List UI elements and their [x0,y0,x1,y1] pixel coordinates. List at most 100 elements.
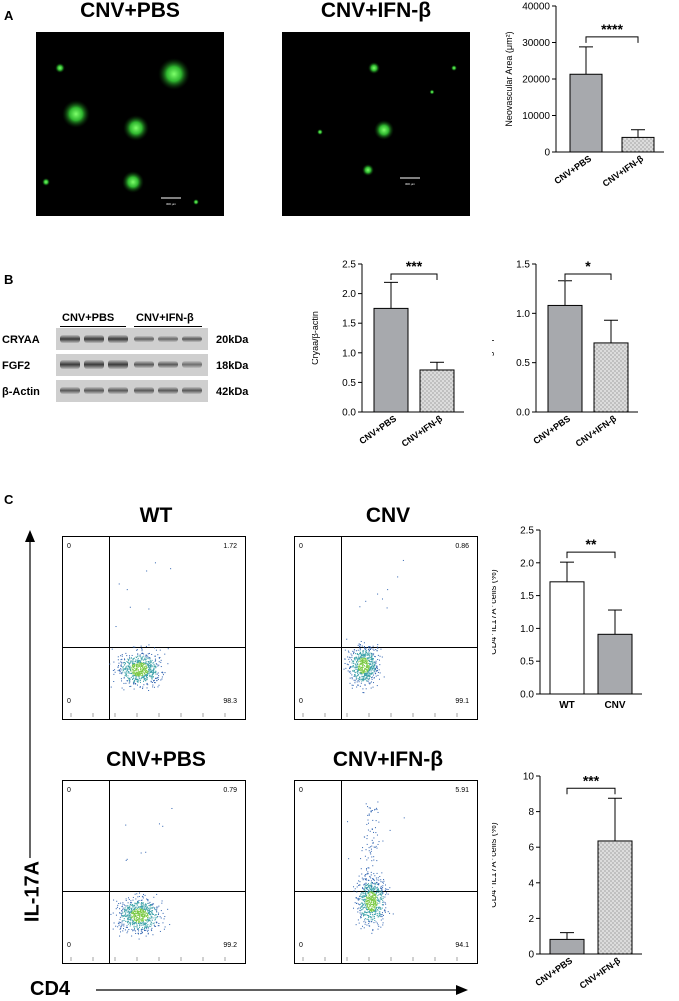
y-tick-label: 30000 [522,38,550,49]
y-tick-label: 0.5 [342,378,356,389]
bar [621,136,655,153]
facs-plot-cnv-ifn: 0 5.91 0 94.1 [294,780,478,964]
chart-cd4-il17a-pbs-ifn: 0 2 4 6 8 10 CD4⁺IL17A⁺cells (%) CNV+PBS CNV+IFN… [492,772,642,991]
y-tick-label: 20000 [522,75,550,86]
micrograph-cnv-ifn-art: 300 μm [317,62,457,186]
y-tick-label: 10 [523,772,535,783]
blot-strip-actin [56,380,208,402]
quad-ll: 0 [67,942,71,949]
chart-cryaa: 0.0 0.5 1.0 1.5 2.0 2.5 Cryaa/β-actin CNV+PBS CN… [312,258,464,449]
scale-bar-label-2: 300 μm [405,182,416,186]
bar [597,840,633,955]
bar [593,342,629,413]
facs-dots-cnv-ifn [302,801,458,961]
quad-ll: 0 [67,698,71,705]
bar [569,73,603,153]
x-tick-label: CNV+IFN-β [601,153,646,189]
panel-a-letter: A [4,8,14,23]
y-tick-label: 0.0 [516,408,530,419]
y-tick-label: 2.5 [342,260,356,271]
y-tick-label: 0.5 [520,657,534,668]
significance-bracket [585,36,639,43]
y-tick-label: 1.5 [516,260,530,271]
panel-b-letter: B [4,272,14,287]
chart-cd4-il17a-wt-cnv: 0.0 0.5 1.0 1.5 2.0 2.5 CD4⁺IL17A⁺cells (%) WT C… [492,526,642,711]
y-tick-label: 6 [528,843,534,854]
x-tick-label: CNV+PBS [533,955,574,988]
y-axis-label: CD4⁺IL17A⁺cells (%) [492,569,498,655]
y-axis-label: Fgf2/β-actin [492,314,494,362]
scale-bar-label-1: 300 μm [166,202,177,206]
quad-ll: 0 [299,698,303,705]
western-blot [56,328,208,402]
y-tick-label: 0.0 [342,408,356,419]
micro-title-1: CNV+PBS [80,0,180,22]
blot-size-1: 20kDa [216,334,249,346]
y-axis-label: Neovascular Area (μm²) [504,31,514,126]
cd4-axis-arrow [96,985,468,995]
il17a-axis-arrow [25,530,35,858]
y-axis-label: Cryaa/β-actin [312,311,320,365]
blot-strip-fgf2 [56,354,208,376]
bar [549,581,585,695]
blot-protein-3: β-Actin [2,386,40,398]
quad-ul: 0 [67,543,71,550]
blot-group-1-underline [60,326,126,327]
blot-size-3: 42kDa [216,386,249,398]
y-tick-label: 2 [528,914,534,925]
significance-bracket [564,273,612,280]
blot-group-2-underline [134,326,202,327]
facs-plot-cnv-pbs: 0 0.79 0 99.2 [62,780,246,964]
facs-plot-cnv: 0 0.86 0 99.1 [294,536,478,720]
y-tick-label: 1.5 [342,319,356,330]
y-tick-label: 1.0 [516,309,530,320]
blot-protein-1: CRYAA [2,334,40,346]
significance-stars: *** [406,258,423,274]
x-tick-label: CNV+IFN-β [574,413,619,449]
y-tick-label: 2.5 [520,526,534,537]
y-tick-label: 1.0 [520,624,534,635]
x-axis-label-cd4: CD4 [30,978,71,1000]
y-tick-label: 2.0 [520,558,534,569]
quad-ur: 0.86 [455,543,469,550]
quad-lr: 94.1 [455,942,469,949]
x-tick-label: WT [559,700,575,711]
bar [597,633,633,695]
quad-ul: 0 [67,787,71,794]
y-tick-label: 0.0 [520,690,534,701]
micrograph-cnv-pbs: 300 μm [36,32,224,216]
bar [373,307,409,413]
blot-strip-cryaa [56,328,208,350]
chart-fgf2: 0.0 0.5 1.0 1.5 Fgf2/β-actin CNV+PBS CNV+IFN-β… [492,258,638,449]
quad-lr: 99.1 [455,698,469,705]
y-tick-label: 2.0 [342,289,356,300]
facs-dots-cnv-pbs [70,807,226,961]
y-tick-label: 1.0 [342,348,356,359]
significance-stars: ** [586,536,597,552]
blot-size-2: 18kDa [216,360,249,372]
significance-stars: * [585,258,591,274]
y-tick-label: 1.5 [520,591,534,602]
facs-dots-wt [70,562,226,717]
significance-stars: *** [583,772,600,788]
significance-bracket [390,273,438,280]
facs-title-cnv-pbs: CNV+PBS [106,748,206,771]
quad-ul: 0 [299,543,303,550]
blot-group-2: CNV+IFN-β [136,312,194,324]
blot-protein-2: FGF2 [2,360,31,372]
y-tick-label: 0 [528,950,534,961]
facs-title-cnv: CNV [365,504,411,527]
blot-group-1: CNV+PBS [62,312,115,324]
micro-title-2: CNV+IFN-β [320,0,432,22]
chart-neovascular-area: 0 10000 20000 30000 40000 Neovascular Area (μ… [504,2,664,189]
micrograph-cnv-ifn: 300 μm [282,32,470,216]
quad-ur: 0.79 [223,787,237,794]
x-tick-label: CNV+PBS [552,153,593,186]
facs-title-wt: WT [139,504,173,527]
y-tick-label: 0 [544,148,550,159]
quad-ll: 0 [299,942,303,949]
significance-bracket [566,787,616,795]
y-tick-label: 40000 [522,2,550,13]
bar [419,369,455,413]
y-tick-label: 4 [528,878,534,889]
